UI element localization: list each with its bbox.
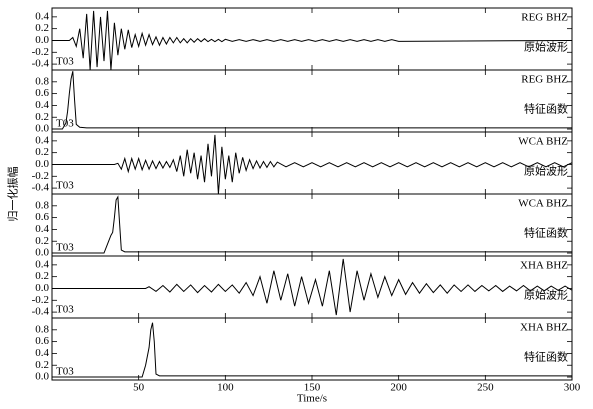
station-label: WCA BHZ [518, 136, 568, 148]
x-tick-label: 50 [133, 382, 145, 394]
y-tick-label: 0.8 [35, 199, 49, 211]
waveform [52, 195, 572, 254]
waveform [52, 10, 573, 71]
waveform [52, 322, 572, 378]
y-tick-label: 0.4 [35, 347, 49, 359]
y-tick-label: -0.2 [32, 294, 49, 306]
station-label: WCA BHZ [518, 198, 568, 210]
phase-label: T03 [56, 304, 74, 316]
panel-label: 特征函数 [524, 226, 568, 240]
y-tick-label: 0.2 [35, 359, 49, 371]
x-axis-label: Time/s [297, 393, 327, 405]
y-tick-label: 0.4 [35, 134, 49, 146]
phase-label: T03 [56, 118, 74, 130]
y-tick-label: 0.4 [35, 10, 49, 22]
phase-label: T03 [56, 242, 74, 254]
y-tick-label: -0.4 [32, 306, 50, 318]
y-tick-label: 0.2 [35, 22, 49, 34]
x-tick-label: 200 [390, 382, 407, 394]
panel-frame [51, 69, 573, 133]
panel-frame [51, 193, 573, 257]
y-tick-label: 0.6 [35, 211, 49, 223]
y-tick-label: 0.4 [35, 258, 49, 270]
y-tick-label: 0.2 [35, 111, 49, 123]
y-axis-label: 归一化振幅 [6, 167, 20, 222]
phase-label: T03 [56, 366, 74, 378]
y-tick-label: 0.0 [35, 34, 49, 46]
y-tick-label: 0.2 [35, 146, 49, 158]
y-tick-label: -0.4 [32, 58, 50, 70]
y-tick-label: 0.8 [35, 75, 49, 87]
panel-label: 原始波形 [524, 288, 568, 302]
waveform [52, 258, 573, 316]
y-tick-label: 0.6 [35, 87, 49, 99]
x-tick-label: 100 [217, 382, 234, 394]
y-tick-label: 0.4 [35, 223, 49, 235]
panel-label: 原始波形 [524, 164, 568, 178]
y-tick-label: 0.0 [35, 158, 49, 170]
y-tick-label: 0.0 [35, 123, 49, 135]
waveform [52, 71, 572, 130]
x-tick-label: 150 [304, 382, 321, 394]
y-tick-label: 0.0 [35, 282, 49, 294]
phase-label: T03 [56, 180, 74, 192]
y-tick-label: 0.0 [35, 247, 49, 259]
panel-label: 特征函数 [524, 350, 568, 364]
y-tick-label: -0.2 [32, 170, 49, 182]
y-tick-label: -0.4 [32, 182, 50, 194]
y-tick-label: 0.8 [35, 323, 49, 335]
station-label: XHA BHZ [520, 322, 568, 334]
panel-label: 特征函数 [524, 102, 568, 116]
x-tick-label: 300 [564, 382, 581, 394]
station-label: XHA BHZ [520, 260, 568, 272]
panel-label: 原始波形 [524, 40, 568, 54]
x-tick-label: 250 [477, 382, 494, 394]
station-label: REG BHZ [521, 12, 568, 24]
y-tick-label: 0.0 [35, 371, 49, 383]
panel-frame [51, 317, 573, 381]
y-tick-label: 0.6 [35, 335, 49, 347]
y-tick-label: 0.2 [35, 235, 49, 247]
station-label: REG BHZ [521, 74, 568, 86]
y-tick-label: 0.4 [35, 99, 49, 111]
phase-label: T03 [56, 56, 74, 68]
waveform [52, 134, 573, 195]
y-tick-label: -0.2 [32, 46, 49, 58]
y-tick-label: 0.2 [35, 270, 49, 282]
